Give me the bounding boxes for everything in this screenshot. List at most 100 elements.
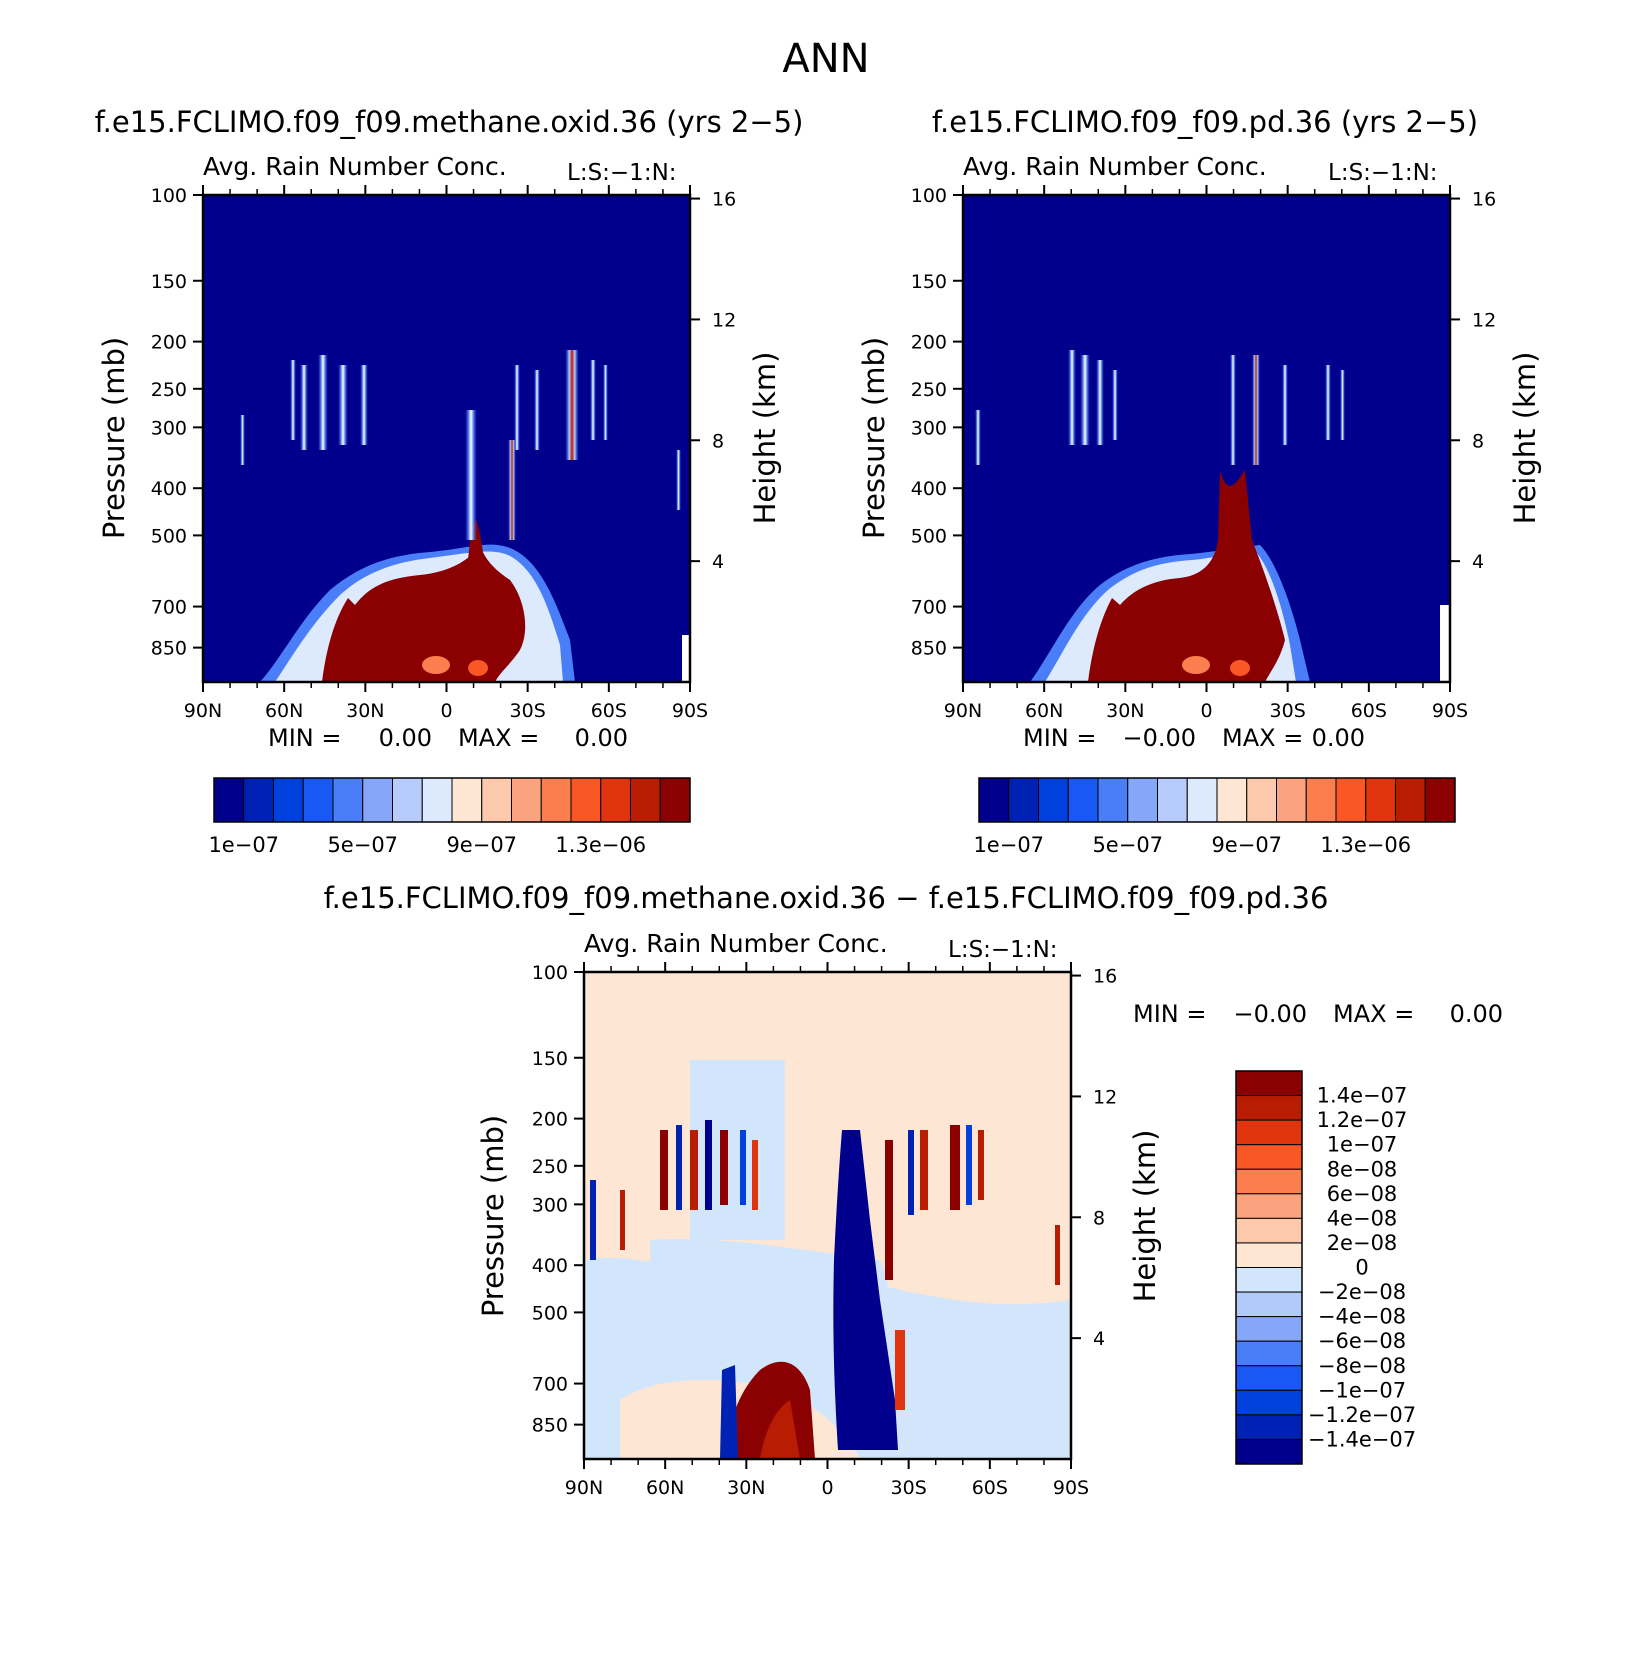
figure-title: ANN bbox=[782, 36, 869, 82]
colorbar-label: 1e−07 bbox=[208, 833, 279, 857]
panel-3-streak bbox=[752, 1140, 758, 1210]
panel-3-streak bbox=[908, 1130, 914, 1215]
colorbar-frame bbox=[978, 777, 1456, 823]
x-tick-label: 30S bbox=[510, 700, 546, 722]
y-tick-label: 300 bbox=[151, 417, 187, 439]
panel-1-streak bbox=[240, 415, 245, 465]
y-tick-label: 300 bbox=[911, 417, 947, 439]
x-tick-label: 90N bbox=[944, 700, 982, 722]
x-tick-label: 90N bbox=[565, 1477, 603, 1499]
colorbar-label: −1e−07 bbox=[1318, 1378, 1406, 1402]
y-tick-label: 200 bbox=[911, 332, 947, 354]
panel-1-streak bbox=[514, 365, 520, 450]
colorbar-swatch bbox=[1097, 777, 1129, 823]
colorbar-swatch bbox=[213, 777, 245, 823]
panel-2-colorbar: 1e−07 5e−07 9e−07 1.3e−06 bbox=[973, 777, 1456, 857]
colorbar-swatch bbox=[1157, 777, 1188, 823]
colorbar-swatch bbox=[1424, 777, 1456, 823]
colorbar-swatch bbox=[1127, 777, 1158, 823]
panel-1-y2label: Height (km) bbox=[748, 352, 782, 525]
panel-3-streak bbox=[590, 1180, 596, 1260]
colorbar-swatch bbox=[332, 777, 364, 823]
panel-3-pos-column bbox=[885, 1140, 893, 1280]
panel-1-streak bbox=[508, 440, 516, 540]
colorbar-swatch bbox=[511, 777, 542, 823]
y-tick-label: 500 bbox=[532, 1302, 568, 1324]
x-tick-label: 90S bbox=[1432, 700, 1468, 722]
colorbar-swatch bbox=[273, 777, 304, 823]
y-tick-label: 850 bbox=[532, 1415, 568, 1437]
colorbar-label: 8e−08 bbox=[1327, 1157, 1398, 1181]
y-tick-label: 700 bbox=[151, 597, 187, 619]
colorbar-swatch bbox=[1276, 777, 1307, 823]
y2-tick-label: 8 bbox=[1093, 1207, 1105, 1229]
colorbar-swatch bbox=[451, 777, 483, 823]
y2-tick-label: 8 bbox=[712, 430, 724, 452]
colorbar-swatch bbox=[362, 777, 393, 823]
panel-2-streak bbox=[1112, 370, 1118, 440]
y-tick-label: 200 bbox=[532, 1109, 568, 1131]
colorbar-label: −1.4e−07 bbox=[1308, 1427, 1416, 1451]
panel-2-min-label: MIN = bbox=[1023, 724, 1096, 752]
panel-2-streak bbox=[1096, 360, 1104, 445]
panel-1-streak bbox=[676, 450, 681, 510]
panel-2-orange-blob bbox=[1182, 656, 1210, 674]
y-tick-label: 250 bbox=[151, 379, 187, 401]
panel-3-min-label: MIN = bbox=[1133, 1000, 1206, 1028]
panel-3-units: L:S:−1:N: bbox=[948, 937, 1058, 963]
colorbar-swatch bbox=[481, 777, 512, 823]
panel-1-plot-area bbox=[201, 193, 692, 684]
panel-3-neg-core-left bbox=[720, 1365, 738, 1459]
colorbar-swatch bbox=[1067, 777, 1099, 823]
colorbar-swatch bbox=[1235, 1365, 1303, 1391]
panel-3-max-label: MAX = bbox=[1333, 1000, 1414, 1028]
colorbar-swatch bbox=[1235, 1095, 1303, 1121]
y2-tick-label: 8 bbox=[1472, 430, 1484, 452]
panel-1-orange-blob-2 bbox=[468, 660, 488, 676]
panel-2-plot-area bbox=[961, 193, 1452, 684]
y-tick-label: 250 bbox=[532, 1156, 568, 1178]
y-tick-label: 100 bbox=[532, 962, 568, 984]
y2-tick-label: 12 bbox=[1093, 1086, 1117, 1108]
panel-3-subtitle: Avg. Rain Number Conc. bbox=[584, 929, 888, 958]
colorbar-swatch bbox=[1235, 1119, 1303, 1146]
panel-2-streak bbox=[1080, 355, 1090, 445]
panel-3-streak bbox=[676, 1125, 682, 1210]
colorbar-label: 4e−08 bbox=[1327, 1206, 1398, 1230]
panel-1-title: f.e15.FCLIMO.f09_f09.methane.oxid.36 (yr… bbox=[95, 105, 804, 139]
panel-1-streak bbox=[534, 370, 540, 450]
colorbar-swatch bbox=[1038, 777, 1069, 823]
panel-3-neg-core bbox=[833, 1130, 898, 1450]
panel-2-y2label: Height (km) bbox=[1508, 352, 1542, 525]
panel-2-streak bbox=[1325, 365, 1331, 440]
colorbar-swatch bbox=[1305, 777, 1337, 823]
y-tick-label: 400 bbox=[911, 478, 947, 500]
x-tick-label: 30S bbox=[891, 1477, 927, 1499]
panel-1-min-value: 0.00 bbox=[379, 724, 432, 752]
panel-1-streak bbox=[603, 365, 608, 440]
colorbar-label: 1.4e−07 bbox=[1317, 1084, 1408, 1108]
panel-3-streak bbox=[966, 1125, 972, 1205]
panel-3-streak bbox=[690, 1130, 698, 1210]
colorbar-swatch bbox=[1216, 777, 1248, 823]
panel-2-rain-core-left bbox=[1088, 598, 1120, 682]
x-tick-label: 30N bbox=[1106, 700, 1144, 722]
panel-3-min-value: −0.00 bbox=[1233, 1000, 1307, 1028]
colorbar-label: 1.3e−06 bbox=[555, 833, 646, 857]
colorbar-swatch bbox=[1235, 1414, 1303, 1440]
x-tick-label: 60S bbox=[591, 700, 627, 722]
y-tick-label: 300 bbox=[532, 1194, 568, 1216]
colorbar-swatch bbox=[1235, 1193, 1303, 1219]
panel-1-streak bbox=[338, 365, 348, 445]
colorbar-label: 6e−08 bbox=[1327, 1182, 1398, 1206]
colorbar-label: −4e−08 bbox=[1318, 1305, 1406, 1329]
y-tick-label: 500 bbox=[151, 525, 187, 547]
panel-2-streak bbox=[1068, 350, 1076, 445]
panel-1-min-label: MIN = bbox=[268, 724, 341, 752]
y-tick-label: 100 bbox=[151, 185, 187, 207]
panel-2-min-value: −0.00 bbox=[1122, 724, 1196, 752]
y-tick-label: 500 bbox=[911, 525, 947, 547]
panel-2-streak bbox=[1340, 370, 1345, 440]
panel-1-streak bbox=[300, 365, 308, 450]
y-tick-label: 400 bbox=[151, 478, 187, 500]
